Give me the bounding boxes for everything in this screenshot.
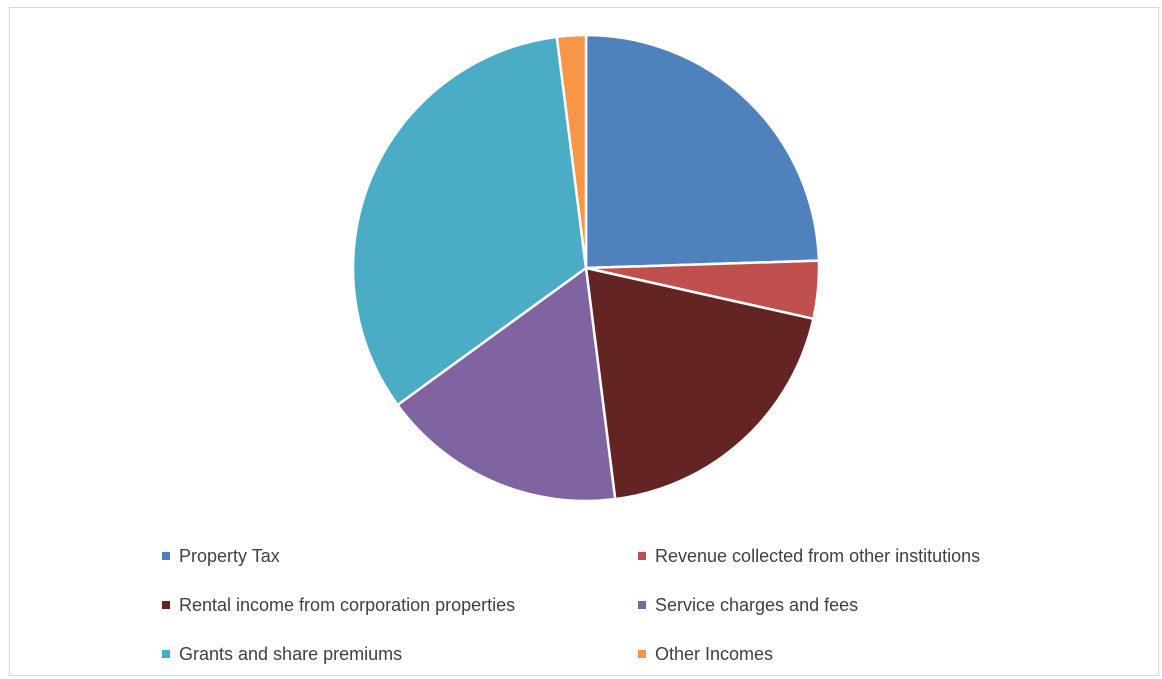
legend-item-service-charges: Service charges and fees bbox=[638, 592, 858, 618]
legend-label-other-incomes: Other Incomes bbox=[655, 643, 774, 664]
legend-swatch-service-charges bbox=[638, 601, 646, 609]
legend-label-grants-share-premiums: Grants and share premiums bbox=[179, 643, 403, 664]
pie-slice-property-tax bbox=[584, 33, 821, 270]
legend-item-other-incomes: Other Incomes bbox=[638, 641, 773, 667]
legend-swatch-property-tax bbox=[162, 552, 170, 560]
pie-slice-grants-share-premiums bbox=[351, 35, 588, 407]
chart-area: Property Tax Revenue collected from othe… bbox=[9, 7, 1159, 676]
legend-swatch-grants-share-premiums bbox=[162, 650, 170, 658]
legend-swatch-rental-income bbox=[162, 601, 170, 609]
pie-chart bbox=[351, 33, 821, 503]
legend-label-service-charges: Service charges and fees bbox=[655, 594, 859, 615]
legend-swatch-revenue-other-institutions bbox=[638, 552, 646, 560]
legend-item-rental-income: Rental income from corporation propertie… bbox=[162, 592, 515, 618]
legend-label-revenue-other-institutions: Revenue collected from other institution… bbox=[655, 545, 981, 566]
legend-item-revenue-other-institutions: Revenue collected from other institution… bbox=[638, 543, 980, 569]
pie-slice-other-incomes bbox=[555, 33, 588, 270]
legend-label-rental-income: Rental income from corporation propertie… bbox=[179, 594, 516, 615]
legend-item-property-tax: Property Tax bbox=[162, 543, 280, 569]
legend-label-property-tax: Property Tax bbox=[179, 545, 280, 566]
pie-slice-rental-income bbox=[584, 266, 815, 501]
pie-slice-service-charges bbox=[396, 266, 617, 503]
legend-swatch-other-incomes bbox=[638, 650, 646, 658]
legend-item-grants-share-premiums: Grants and share premiums bbox=[162, 641, 402, 667]
